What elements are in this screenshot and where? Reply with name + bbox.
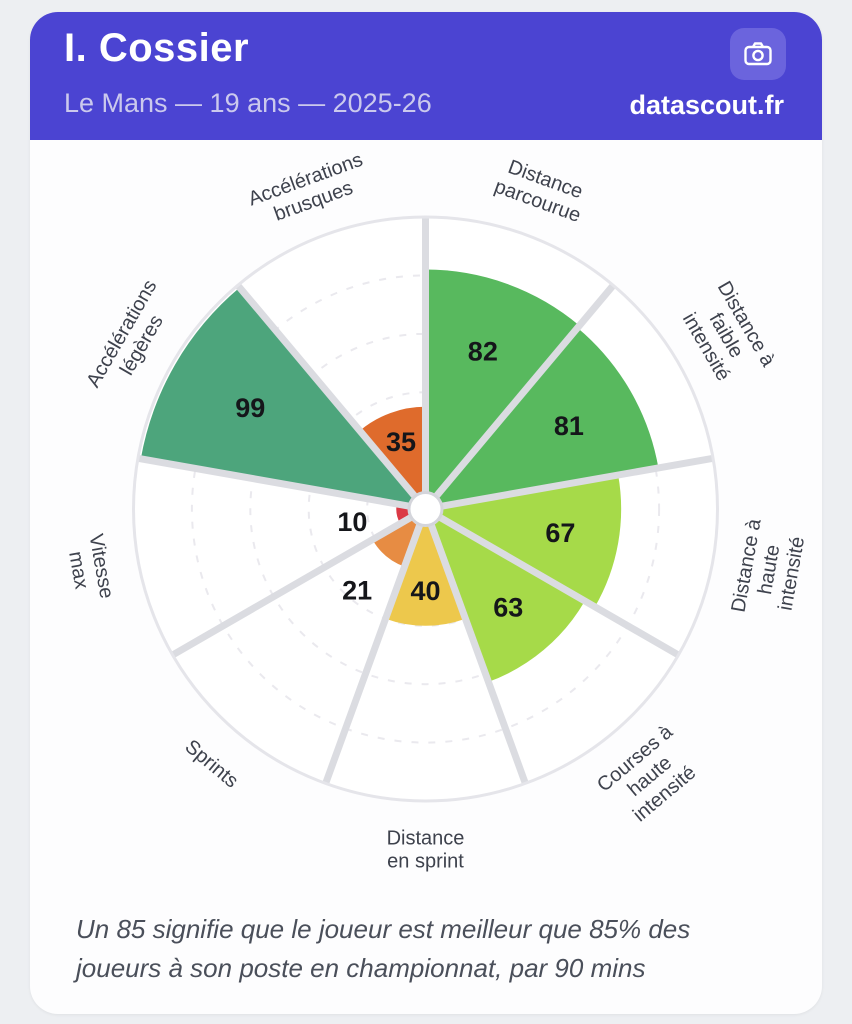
chart-spoke-4 [427, 523, 529, 785]
sector-value-6: 10 [337, 507, 367, 537]
chart-gridline-80 [190, 274, 661, 744]
sector-wedge-8 [359, 406, 426, 509]
percentile-explainer-note: Un 85 signifie que le joueur est meilleu… [76, 914, 691, 983]
sector-wedge-3 [425, 509, 585, 682]
screenshot-button[interactable] [730, 28, 786, 80]
svg-text:Distance: Distance [387, 828, 465, 850]
sector-value-4: 40 [410, 576, 440, 606]
sector-wedge-5 [372, 509, 426, 567]
sector-value-0: 82 [468, 337, 498, 367]
sector-value-7: 99 [235, 393, 265, 423]
sector-value-2: 67 [545, 518, 575, 548]
sector-wedge-2 [425, 475, 622, 607]
chart-spoke-2 [441, 454, 714, 510]
chart-spoke-7 [137, 454, 410, 510]
svg-text:Sprints: Sprints [181, 736, 243, 793]
chart-spoke-8 [235, 283, 418, 499]
svg-text:en sprint: en sprint [387, 851, 464, 873]
player-subtitle: Le Mans — 19 ans — 2025-26 [64, 88, 432, 118]
sector-wedge-4 [385, 509, 466, 626]
sector-value-8: 35 [386, 427, 416, 457]
sector-wedge-7 [140, 287, 426, 509]
camera-icon [743, 40, 773, 68]
chart-outer-ring [132, 215, 719, 803]
chart-spoke-6 [170, 514, 413, 659]
chart-spoke-1 [433, 283, 616, 499]
sector-label-5: Sprints [181, 736, 243, 793]
sector-value-3: 63 [493, 593, 523, 623]
chart-spoke-5 [322, 523, 424, 785]
chart-spoke-3 [438, 514, 681, 659]
sector-value-1: 81 [554, 411, 584, 441]
report-header: I. Cossier Le Mans — 19 ans — 2025-26 da… [30, 12, 822, 140]
sector-wedge-1 [425, 327, 659, 509]
sector-value-5: 21 [342, 575, 372, 605]
player-report-card: I. Cossier Le Mans — 19 ans — 2025-26 da… [30, 12, 822, 1014]
chart-hub [407, 491, 444, 527]
brand-watermark: datascout.fr [629, 90, 784, 120]
sector-wedge-0 [425, 269, 580, 509]
player-name: I. Cossier [64, 26, 250, 70]
